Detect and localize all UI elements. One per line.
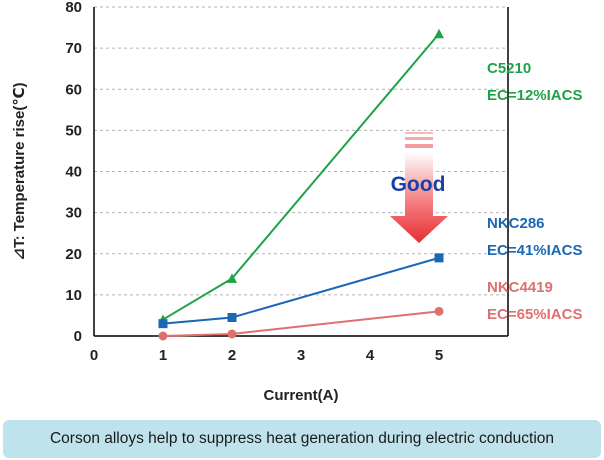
y-tick-label: 40 bbox=[65, 164, 82, 181]
x-axis-label: Current(A) bbox=[264, 387, 339, 404]
arrow-stripe bbox=[405, 137, 433, 140]
y-tick-label: 70 bbox=[65, 40, 82, 57]
series-ec-c5210: EC=12%IACS bbox=[487, 87, 582, 104]
data-point-nkc4419 bbox=[434, 306, 444, 316]
gridlines bbox=[94, 6, 508, 296]
series-name-c5210: C5210 bbox=[487, 60, 531, 77]
data-point-nkc286 bbox=[158, 319, 168, 329]
y-tick-label: 10 bbox=[65, 287, 82, 304]
data-point-nkc4419 bbox=[158, 331, 168, 341]
down-arrow-shape bbox=[390, 152, 448, 243]
series-ec-nkc286: EC=41%IACS bbox=[487, 242, 582, 259]
x-tick-label: 3 bbox=[297, 347, 305, 364]
y-tick-labels: 0 10 20 30 40 50 60 70 80 bbox=[65, 0, 82, 345]
series-name-nkc286: NKC286 bbox=[487, 215, 545, 232]
x-tick-label: 4 bbox=[366, 347, 375, 364]
caption-text: Corson alloys help to suppress heat gene… bbox=[49, 430, 555, 447]
x-tick-label: 1 bbox=[159, 347, 167, 364]
data-point-nkc286 bbox=[227, 312, 237, 322]
y-tick-label: 50 bbox=[65, 122, 82, 139]
data-point-c5210 bbox=[434, 28, 444, 39]
y-tick-label: 30 bbox=[65, 205, 82, 222]
series-name-nkc4419: NKC4419 bbox=[487, 279, 553, 296]
x-tick-label: 0 bbox=[90, 347, 98, 364]
series-labels: C5210 EC=12%IACS NKC286 EC=41%IACS NKC4419 EC… bbox=[487, 60, 582, 323]
good-arrow bbox=[390, 132, 448, 243]
series-line-nkc4419 bbox=[162, 310, 440, 337]
y-tick-label: 80 bbox=[65, 0, 82, 16]
x-tick-labels: 0 1 2 3 4 5 bbox=[90, 347, 443, 364]
x-tick-label: 2 bbox=[228, 347, 236, 364]
arrow-stripe bbox=[405, 132, 433, 134]
y-tick-label: 60 bbox=[65, 81, 82, 98]
y-tick-label: 0 bbox=[74, 328, 82, 345]
data-point-nkc4419 bbox=[227, 329, 237, 339]
series-layer bbox=[158, 28, 444, 341]
y-tick-label: 20 bbox=[65, 246, 82, 263]
series-nkc4419 bbox=[158, 306, 444, 341]
series-ec-nkc4419: EC=65%IACS bbox=[487, 306, 582, 323]
chart: 0 10 20 30 40 50 60 70 80 0 1 2 3 4 5 ⊿T: Temperature… bbox=[11, 0, 582, 404]
arrow-stripe bbox=[405, 144, 433, 148]
data-point-nkc286 bbox=[434, 253, 444, 263]
caption-box: Corson alloys help to suppress heat gene… bbox=[3, 420, 601, 458]
y-axis-label: ⊿T: Temperature rise(℃) bbox=[11, 83, 28, 261]
series-nkc286 bbox=[158, 253, 444, 329]
good-label: Good bbox=[391, 173, 446, 196]
data-point-c5210 bbox=[227, 273, 237, 283]
series-line-nkc286 bbox=[162, 256, 440, 325]
x-tick-label: 5 bbox=[435, 347, 443, 364]
